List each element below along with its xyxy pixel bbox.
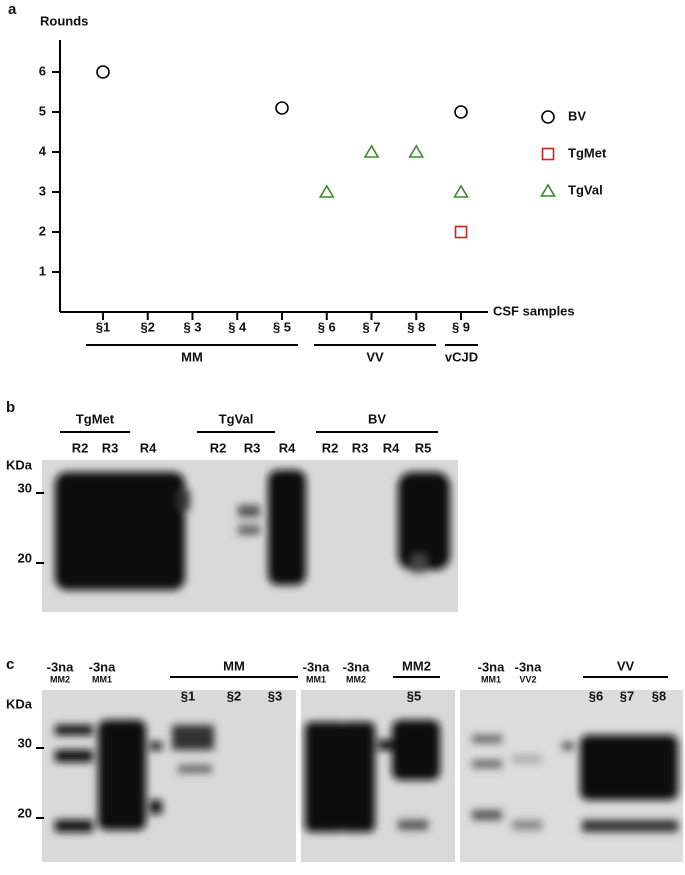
x-axis-label: CSF samples: [493, 303, 575, 318]
x-tick-label: §1: [96, 319, 110, 334]
legend-label: BV: [568, 108, 586, 123]
group-label: TgVal: [219, 411, 254, 426]
control-label: -3na: [303, 659, 331, 674]
lane-label: R2: [72, 440, 89, 455]
point: [454, 225, 468, 239]
x-tick-label: § 3: [183, 319, 201, 334]
x-tick-label: §2: [141, 319, 155, 334]
lane-label: R3: [352, 440, 369, 455]
legend-marker: [541, 147, 555, 161]
control-label: -3na: [343, 659, 371, 674]
panel-label: b: [6, 399, 15, 416]
x-tick-label: § 5: [273, 319, 291, 334]
lane-label: §8: [652, 688, 666, 703]
control-sub: MM1: [306, 674, 326, 684]
legend-marker: [540, 183, 556, 197]
group-label: MM2: [402, 658, 431, 673]
control-sub: MM2: [50, 674, 70, 684]
group-label: VV: [617, 658, 635, 673]
panel-label: a: [8, 1, 17, 18]
legend-label: TgMet: [568, 145, 607, 160]
x-tick-label: § 8: [407, 319, 425, 334]
control-label: -3na: [89, 659, 117, 674]
y-tick-label: 3: [39, 183, 46, 198]
group-label: TgMet: [76, 411, 115, 426]
lane-label: R4: [279, 440, 296, 455]
marker-label: 30: [18, 480, 32, 495]
point: [363, 144, 380, 158]
lane-label: R3: [102, 440, 119, 455]
point: [454, 105, 468, 119]
y-tick-label: 6: [39, 63, 46, 78]
point: [453, 184, 469, 198]
control-label: -3na: [47, 659, 75, 674]
marker-label: 20: [18, 805, 32, 820]
legend-label: TgVal: [568, 182, 603, 197]
lane-label: §3: [268, 688, 282, 703]
y-tick-label: 5: [39, 103, 46, 118]
y-axis-label: Rounds: [40, 13, 88, 28]
group-label: BV: [368, 411, 386, 426]
control-sub: VV2: [519, 674, 536, 684]
lane-label: §2: [227, 688, 241, 703]
y-tick-label: 2: [39, 223, 46, 238]
control-sub: MM2: [346, 674, 366, 684]
marker-label: 30: [18, 735, 32, 750]
control-sub: MM1: [481, 674, 501, 684]
group-label: MM: [181, 349, 203, 364]
blot-b: [42, 460, 458, 612]
lane-label: R2: [210, 440, 227, 455]
lane-label: R3: [244, 440, 261, 455]
x-tick-label: § 7: [362, 319, 380, 334]
x-tick-label: § 4: [228, 319, 247, 334]
point: [408, 144, 425, 158]
group-label: MM: [223, 658, 245, 673]
blot-c: [42, 690, 683, 862]
lane-label: R4: [140, 440, 157, 455]
y-tick-label: 1: [39, 263, 46, 278]
marker-label: 20: [18, 550, 32, 565]
control-sub: MM1: [92, 674, 112, 684]
legend-marker: [541, 110, 555, 124]
group-label: vCJD: [445, 349, 478, 364]
point: [275, 101, 289, 115]
control-label: -3na: [515, 659, 543, 674]
lane-label: §7: [620, 688, 634, 703]
panel-label: c: [6, 656, 14, 673]
lane-label: §1: [181, 688, 195, 703]
lane-label: R4: [383, 440, 400, 455]
lane-label: R5: [415, 440, 432, 455]
lane-label: §6: [589, 688, 603, 703]
lane-label: R2: [322, 440, 339, 455]
control-label: -3na: [478, 659, 506, 674]
lane-label: §5: [407, 688, 421, 703]
point: [96, 65, 110, 79]
point: [318, 184, 335, 198]
group-label: VV: [366, 349, 384, 364]
y-tick-label: 4: [39, 143, 47, 158]
x-tick-label: § 9: [452, 319, 470, 334]
kda-label: KDa: [6, 696, 33, 711]
x-tick-label: § 6: [318, 319, 336, 334]
kda-label: KDa: [6, 457, 33, 472]
